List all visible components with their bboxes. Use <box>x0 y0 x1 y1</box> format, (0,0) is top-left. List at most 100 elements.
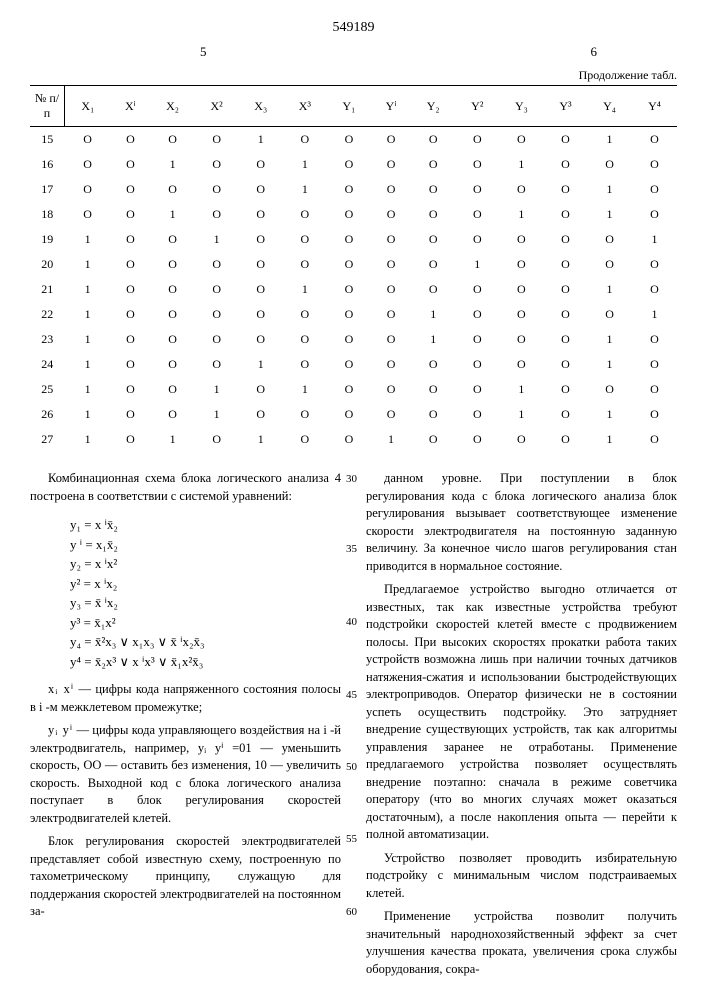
table-header: Y₃ <box>499 86 544 127</box>
table-cell: O <box>326 227 371 252</box>
table-cell: 1 <box>632 302 677 327</box>
table-cell: O <box>195 177 238 202</box>
table-cell: 27 <box>30 427 65 452</box>
right-column: 30 35 40 45 50 55 60 данном уровне. При … <box>366 470 677 984</box>
table-cell: 26 <box>30 402 65 427</box>
table-cell: O <box>111 152 150 177</box>
table-row: 251OO1O1OOOO1OOO <box>30 377 677 402</box>
table-cell: 1 <box>587 127 632 153</box>
table-cell: O <box>632 252 677 277</box>
table-row: 261OO1OOOOOO1O1O <box>30 402 677 427</box>
table-cell: O <box>632 202 677 227</box>
table-cell: 1 <box>65 252 111 277</box>
right-p4: Применение устройства позволит получить … <box>366 908 677 978</box>
table-cell: O <box>371 252 410 277</box>
table-cell: O <box>326 352 371 377</box>
table-cell: 1 <box>411 327 456 352</box>
right-p3: Устройство позволяет проводить избирател… <box>366 850 677 903</box>
table-cell: O <box>111 277 150 302</box>
table-cell: 24 <box>30 352 65 377</box>
equation-system: y₁ = x ⁱx̄₂ y ⁱ = x₁x̄₂ y₂ = x ⁱx² y² = … <box>70 515 341 671</box>
table-cell: O <box>456 177 499 202</box>
table-header: Y² <box>456 86 499 127</box>
table-cell: O <box>499 177 544 202</box>
table-cell: O <box>456 202 499 227</box>
table-cell: O <box>632 377 677 402</box>
table-cell: O <box>456 377 499 402</box>
table-cell: 1 <box>283 277 326 302</box>
document-number: 549189 <box>30 20 677 36</box>
line-num: 50 <box>346 760 357 775</box>
table-cell: O <box>195 277 238 302</box>
table-cell: O <box>456 352 499 377</box>
table-cell: O <box>326 252 371 277</box>
table-cell: O <box>587 227 632 252</box>
table-cell: O <box>150 277 195 302</box>
table-cell: O <box>283 352 326 377</box>
table-header: X₁ <box>65 86 111 127</box>
table-cell: 18 <box>30 202 65 227</box>
table-cell: O <box>111 352 150 377</box>
table-cell: O <box>326 177 371 202</box>
table-header: X₂ <box>150 86 195 127</box>
table-row: 15OOOO1OOOOOOO1O <box>30 127 677 153</box>
table-header: Y₄ <box>587 86 632 127</box>
table-cell: 1 <box>587 202 632 227</box>
table-cell: O <box>371 227 410 252</box>
table-cell: O <box>65 152 111 177</box>
text-columns: Комбинационная схема блока логического а… <box>30 470 677 984</box>
table-cell: O <box>111 327 150 352</box>
table-cell: 1 <box>65 352 111 377</box>
table-cell: 1 <box>499 152 544 177</box>
table-cell: O <box>371 377 410 402</box>
table-cell: 1 <box>65 327 111 352</box>
table-cell: O <box>411 177 456 202</box>
table-cell: O <box>499 327 544 352</box>
table-cell: O <box>499 277 544 302</box>
table-cell: O <box>238 302 283 327</box>
table-cell: O <box>371 202 410 227</box>
table-cell: O <box>544 427 587 452</box>
table-cell: O <box>326 377 371 402</box>
table-cell: 16 <box>30 152 65 177</box>
table-cell: O <box>150 377 195 402</box>
table-cell: O <box>238 252 283 277</box>
table-cell: O <box>632 277 677 302</box>
line-num: 60 <box>346 905 357 920</box>
table-cell: O <box>632 402 677 427</box>
right-p2: Предлагаемое устройство выгодно отличает… <box>366 581 677 844</box>
table-cell: O <box>632 352 677 377</box>
table-cell: 1 <box>195 377 238 402</box>
table-header: Y₂ <box>411 86 456 127</box>
table-cell: O <box>456 402 499 427</box>
table-cell: 1 <box>65 377 111 402</box>
table-cell: O <box>150 252 195 277</box>
table-cell: O <box>283 427 326 452</box>
table-cell: O <box>411 152 456 177</box>
line-num: 30 <box>346 472 357 487</box>
table-cell: O <box>238 227 283 252</box>
table-cell: O <box>499 227 544 252</box>
table-cell: O <box>111 427 150 452</box>
def-x: xᵢ xⁱ — цифры кода напряженного состояни… <box>30 681 341 716</box>
table-cell: 1 <box>150 427 195 452</box>
table-cell: 1 <box>283 152 326 177</box>
table-cell: O <box>65 177 111 202</box>
line-num: 40 <box>346 615 357 630</box>
table-header: X₃ <box>238 86 283 127</box>
left-p1: Комбинационная схема блока логического а… <box>30 470 341 505</box>
table-cell: O <box>587 377 632 402</box>
table-cell: 25 <box>30 377 65 402</box>
table-cell: O <box>283 127 326 153</box>
table-cell: O <box>371 302 410 327</box>
left-column: Комбинационная схема блока логического а… <box>30 470 341 984</box>
table-cell: O <box>326 127 371 153</box>
table-cell: O <box>371 127 410 153</box>
table-cell: O <box>411 127 456 153</box>
table-cell: 1 <box>632 227 677 252</box>
continuation-label: Продолжение табл. <box>30 68 677 83</box>
table-cell: O <box>283 402 326 427</box>
table-cell: O <box>544 227 587 252</box>
table-cell: O <box>371 402 410 427</box>
table-cell: O <box>499 302 544 327</box>
